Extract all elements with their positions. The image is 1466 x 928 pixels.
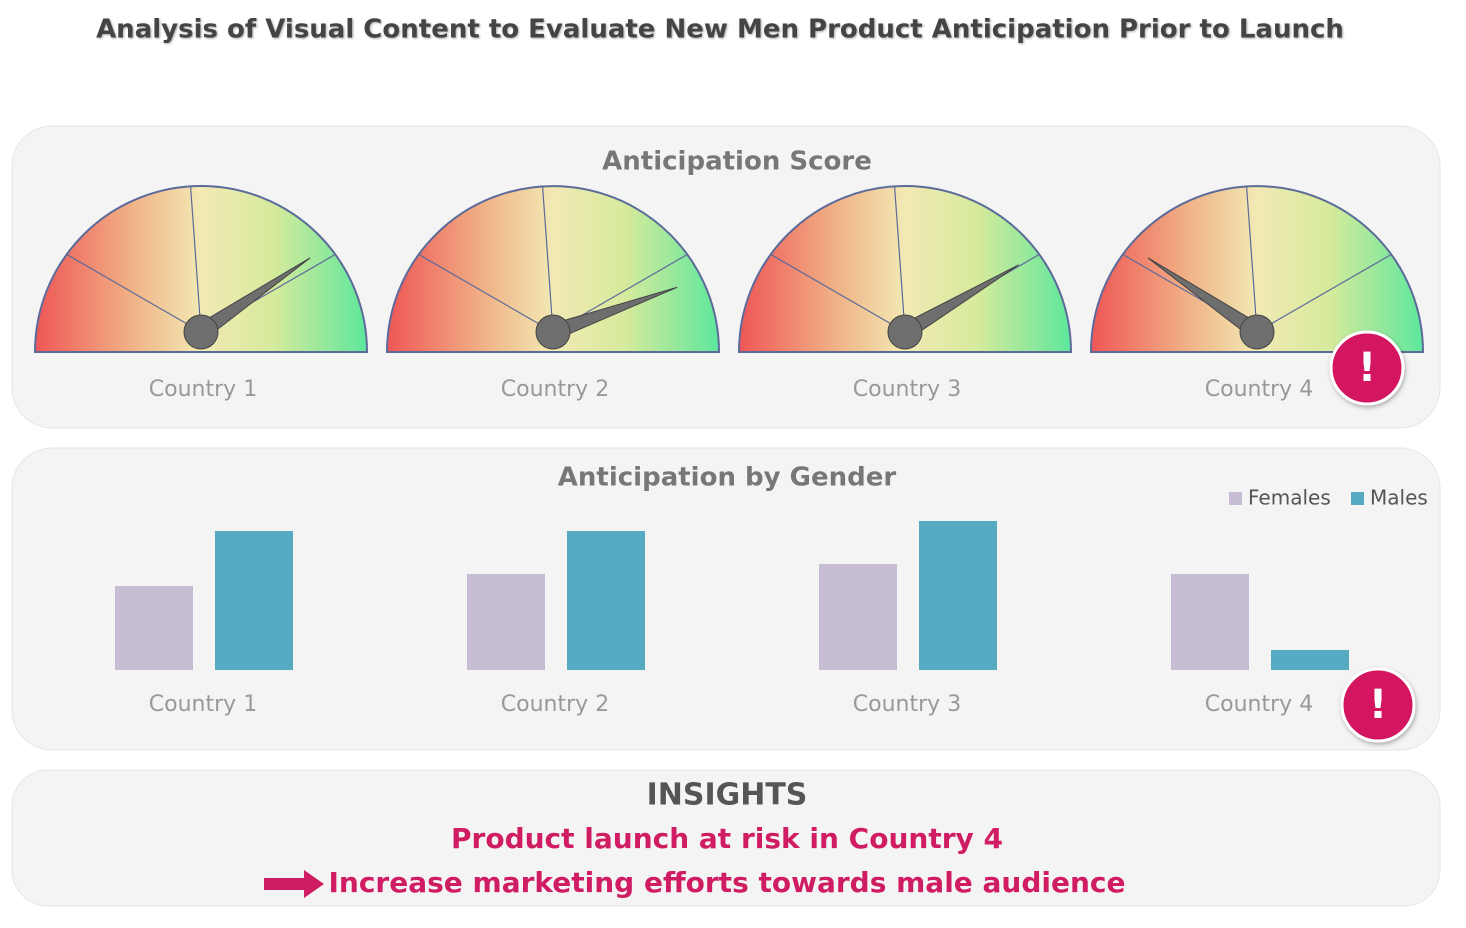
- bar: [115, 586, 193, 670]
- gauge-divider: [770, 253, 906, 333]
- category-label: Country 2: [501, 377, 609, 402]
- category-label: Country 3: [853, 692, 961, 717]
- alert-text: !: [1358, 345, 1376, 391]
- chart-title: Anticipation by Gender: [558, 463, 897, 493]
- alert-icon: [1329, 330, 1416, 743]
- insight-line: Increase marketing efforts towards male …: [328, 866, 1125, 899]
- category-label: Country 1: [149, 692, 257, 717]
- gauge-pivot: [1239, 314, 1275, 350]
- gauge-face: [33, 185, 369, 353]
- page-title: Analysis of Visual Content to Evaluate N…: [96, 15, 1344, 45]
- bar: [1171, 574, 1249, 670]
- gauge-face: [737, 185, 1073, 353]
- gauge-divider: [541, 186, 554, 333]
- gauge-face: [385, 185, 721, 353]
- category-label: Country 3: [853, 377, 961, 402]
- category-label: Country 1: [149, 377, 257, 402]
- gauge-divider: [893, 186, 906, 333]
- gauge-divider: [1245, 186, 1258, 333]
- gauge-divider: [418, 253, 554, 333]
- category-label: Country 4: [1205, 692, 1313, 717]
- gauge-face: [1089, 185, 1425, 353]
- alert-text: !: [1369, 682, 1387, 728]
- legend-swatch: [1351, 492, 1364, 505]
- panel: [11, 125, 1441, 429]
- bar: [1271, 650, 1349, 670]
- panel: [11, 769, 1441, 907]
- gauge-divider: [66, 253, 202, 333]
- gauge-pivot: [183, 314, 219, 350]
- insight-line: Product launch at risk in Country 4: [451, 822, 1003, 855]
- gauge-divider: [189, 186, 202, 333]
- insights-title: INSIGHTS: [647, 778, 808, 813]
- legend-swatch: [1229, 492, 1242, 505]
- bar: [215, 531, 293, 670]
- bar: [919, 521, 997, 670]
- bar: [567, 531, 645, 670]
- category-label: Country 2: [501, 692, 609, 717]
- arrow: [264, 870, 324, 898]
- legend-label: Males: [1370, 486, 1428, 510]
- gauge-divider: [1256, 253, 1392, 333]
- gauge-pivot: [535, 314, 571, 350]
- panel: [11, 447, 1441, 751]
- legend-label: Females: [1248, 486, 1331, 510]
- chart-title: Anticipation Score: [602, 147, 872, 177]
- gauge-pivot: [887, 314, 923, 350]
- bar: [467, 574, 545, 670]
- category-label: Country 4: [1205, 377, 1313, 402]
- bar: [819, 564, 897, 670]
